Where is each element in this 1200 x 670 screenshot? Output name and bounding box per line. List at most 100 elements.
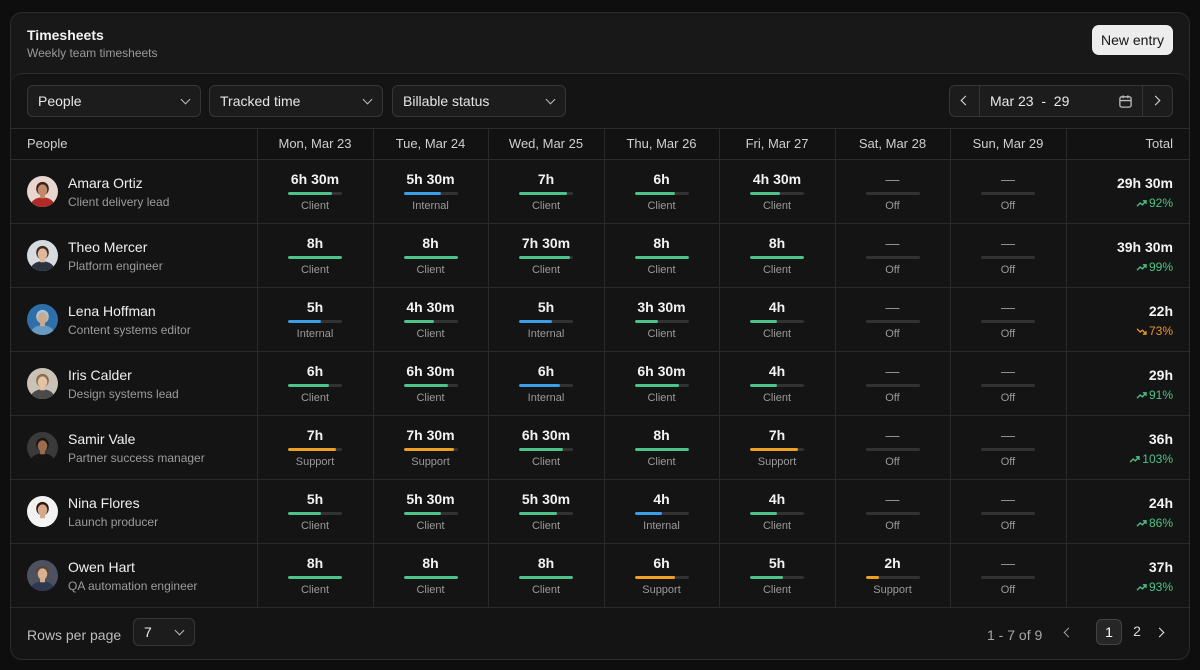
table-row[interactable]: Samir Vale Partner success manager 7h Suppo…	[11, 416, 1189, 480]
day-cell[interactable]: 3h 30m Client	[604, 288, 719, 351]
hours-progress-bar	[634, 576, 689, 579]
table-row[interactable]: Iris Calder Design systems lead 6h Client 6h…	[11, 352, 1189, 416]
hours-progress-bar	[865, 384, 920, 387]
day-cell[interactable]: 6h Support	[604, 544, 719, 607]
page-title: Timesheets	[27, 27, 104, 43]
day-cell[interactable]: 4h Client	[719, 480, 835, 543]
day-category: Client	[762, 584, 792, 596]
next-week-button[interactable]	[1142, 86, 1172, 116]
day-cell[interactable]: 4h Client	[719, 288, 835, 351]
day-cell[interactable]: 6h Internal	[488, 352, 604, 415]
day-cell[interactable]: 8h Client	[257, 224, 373, 287]
day-cell[interactable]: 4h Client	[719, 352, 835, 415]
day-category: Off	[885, 456, 900, 468]
day-cell[interactable]: 5h Internal	[257, 288, 373, 351]
day-cell[interactable]: 7h Support	[257, 416, 373, 479]
day-cell[interactable]: 4h Internal	[604, 480, 719, 543]
day-cell[interactable]: 8h Client	[604, 416, 719, 479]
people-filter[interactable]: People	[27, 85, 201, 117]
chevron-down-icon	[545, 94, 556, 105]
table-row[interactable]: Nina Flores Launch producer 5h Client 5h 30m…	[11, 480, 1189, 544]
table-row[interactable]: Owen Hart QA automation engineer 8h Client 8…	[11, 544, 1189, 608]
day-cell[interactable]: 6h 30m Client	[604, 352, 719, 415]
day-cell[interactable]: — Off	[835, 224, 950, 287]
hours-progress-fill	[288, 384, 329, 387]
column-divider	[373, 160, 374, 223]
table-row[interactable]: Amara Ortiz Client delivery lead 6h 30m Cli…	[11, 160, 1189, 224]
day-hours: —	[885, 171, 900, 187]
day-cell[interactable]: 8h Client	[373, 544, 488, 607]
day-cell[interactable]: 5h Internal	[488, 288, 604, 351]
column-divider	[488, 480, 489, 543]
day-cell[interactable]: 6h 30m Client	[257, 160, 373, 223]
next-page-button[interactable]	[1150, 621, 1172, 643]
avatar	[27, 496, 58, 527]
billable-status-filter[interactable]: Billable status	[392, 85, 566, 117]
day-cell[interactable]: 4h 30m Client	[373, 288, 488, 351]
avatar	[27, 304, 58, 335]
day-hours: —	[1001, 299, 1015, 315]
day-cell[interactable]: — Off	[835, 480, 950, 543]
day-cell[interactable]: 5h Client	[719, 544, 835, 607]
day-cell[interactable]: 7h Client	[488, 160, 604, 223]
day-cell[interactable]: — Off	[835, 416, 950, 479]
previous-page-button[interactable]	[1057, 621, 1079, 643]
day-cell[interactable]: 5h 30m Internal	[373, 160, 488, 223]
hours-progress-bar	[519, 576, 573, 579]
day-hours: 6h 30m	[290, 171, 340, 187]
person-name: Owen Hart	[68, 559, 135, 575]
day-cell[interactable]: — Off	[950, 416, 1066, 479]
day-cell[interactable]: — Off	[835, 352, 950, 415]
page-button-1[interactable]: 1	[1096, 619, 1122, 645]
day-hours: 2h	[884, 555, 901, 571]
day-cell[interactable]: 2h Support	[835, 544, 950, 607]
day-cell[interactable]: 5h 30m Client	[488, 480, 604, 543]
hours-progress-bar	[981, 192, 1035, 195]
date-range-text[interactable]: Mar 23 - 29	[990, 93, 1070, 109]
day-cell[interactable]: — Off	[835, 288, 950, 351]
day-cell[interactable]: 5h 30m Client	[373, 480, 488, 543]
day-cell[interactable]: 8h Client	[373, 224, 488, 287]
previous-week-button[interactable]	[950, 86, 980, 116]
day-cell[interactable]: — Off	[950, 160, 1066, 223]
day-cell[interactable]: 8h Client	[604, 224, 719, 287]
table-row[interactable]: Lena Hoffman Content systems editor 5h Inte…	[11, 288, 1189, 352]
new-entry-button[interactable]: New entry	[1091, 25, 1173, 55]
hours-progress-bar	[519, 320, 573, 323]
hours-progress-fill	[750, 256, 804, 259]
day-cell[interactable]: 8h Client	[488, 544, 604, 607]
day-category: Off	[885, 520, 900, 532]
day-cell[interactable]: 6h 30m Client	[488, 416, 604, 479]
page-button-2[interactable]: 2	[1133, 623, 1141, 639]
day-cell[interactable]: — Off	[950, 288, 1066, 351]
day-cell[interactable]: — Off	[950, 224, 1066, 287]
day-cell[interactable]: 8h Client	[719, 224, 835, 287]
table-row[interactable]: Theo Mercer Platform engineer 8h Client 8h Cl…	[11, 224, 1189, 288]
day-cell[interactable]: 8h Client	[257, 544, 373, 607]
day-cell[interactable]: 7h Support	[719, 416, 835, 479]
day-cell[interactable]: 6h Client	[604, 160, 719, 223]
day-cell[interactable]: 6h 30m Client	[373, 352, 488, 415]
day-cell[interactable]: 6h Client	[257, 352, 373, 415]
day-cell[interactable]: 7h 30m Client	[488, 224, 604, 287]
day-hours: 4h	[768, 363, 786, 379]
day-cell[interactable]: 4h 30m Client	[719, 160, 835, 223]
day-hours: 4h 30m	[752, 171, 802, 187]
day-category: Internal	[643, 520, 680, 532]
day-category: Client	[416, 392, 445, 404]
day-cell[interactable]: — Off	[950, 352, 1066, 415]
column-divider	[1066, 129, 1067, 159]
rows-per-page-select[interactable]: 7	[133, 618, 195, 646]
calendar-icon[interactable]	[1118, 94, 1133, 109]
tracked-time-filter[interactable]: Tracked time	[209, 85, 383, 117]
day-category: Off	[1000, 520, 1016, 532]
day-cell[interactable]: 7h 30m Support	[373, 416, 488, 479]
day-cell[interactable]: — Off	[950, 544, 1066, 607]
day-category: Client	[647, 392, 676, 404]
day-cell[interactable]: — Off	[950, 480, 1066, 543]
hours-progress-fill	[634, 320, 659, 323]
day-cell[interactable]: 5h Client	[257, 480, 373, 543]
hours-progress-bar	[403, 512, 458, 515]
day-cell[interactable]: — Off	[835, 160, 950, 223]
day-category: Internal	[296, 328, 334, 340]
